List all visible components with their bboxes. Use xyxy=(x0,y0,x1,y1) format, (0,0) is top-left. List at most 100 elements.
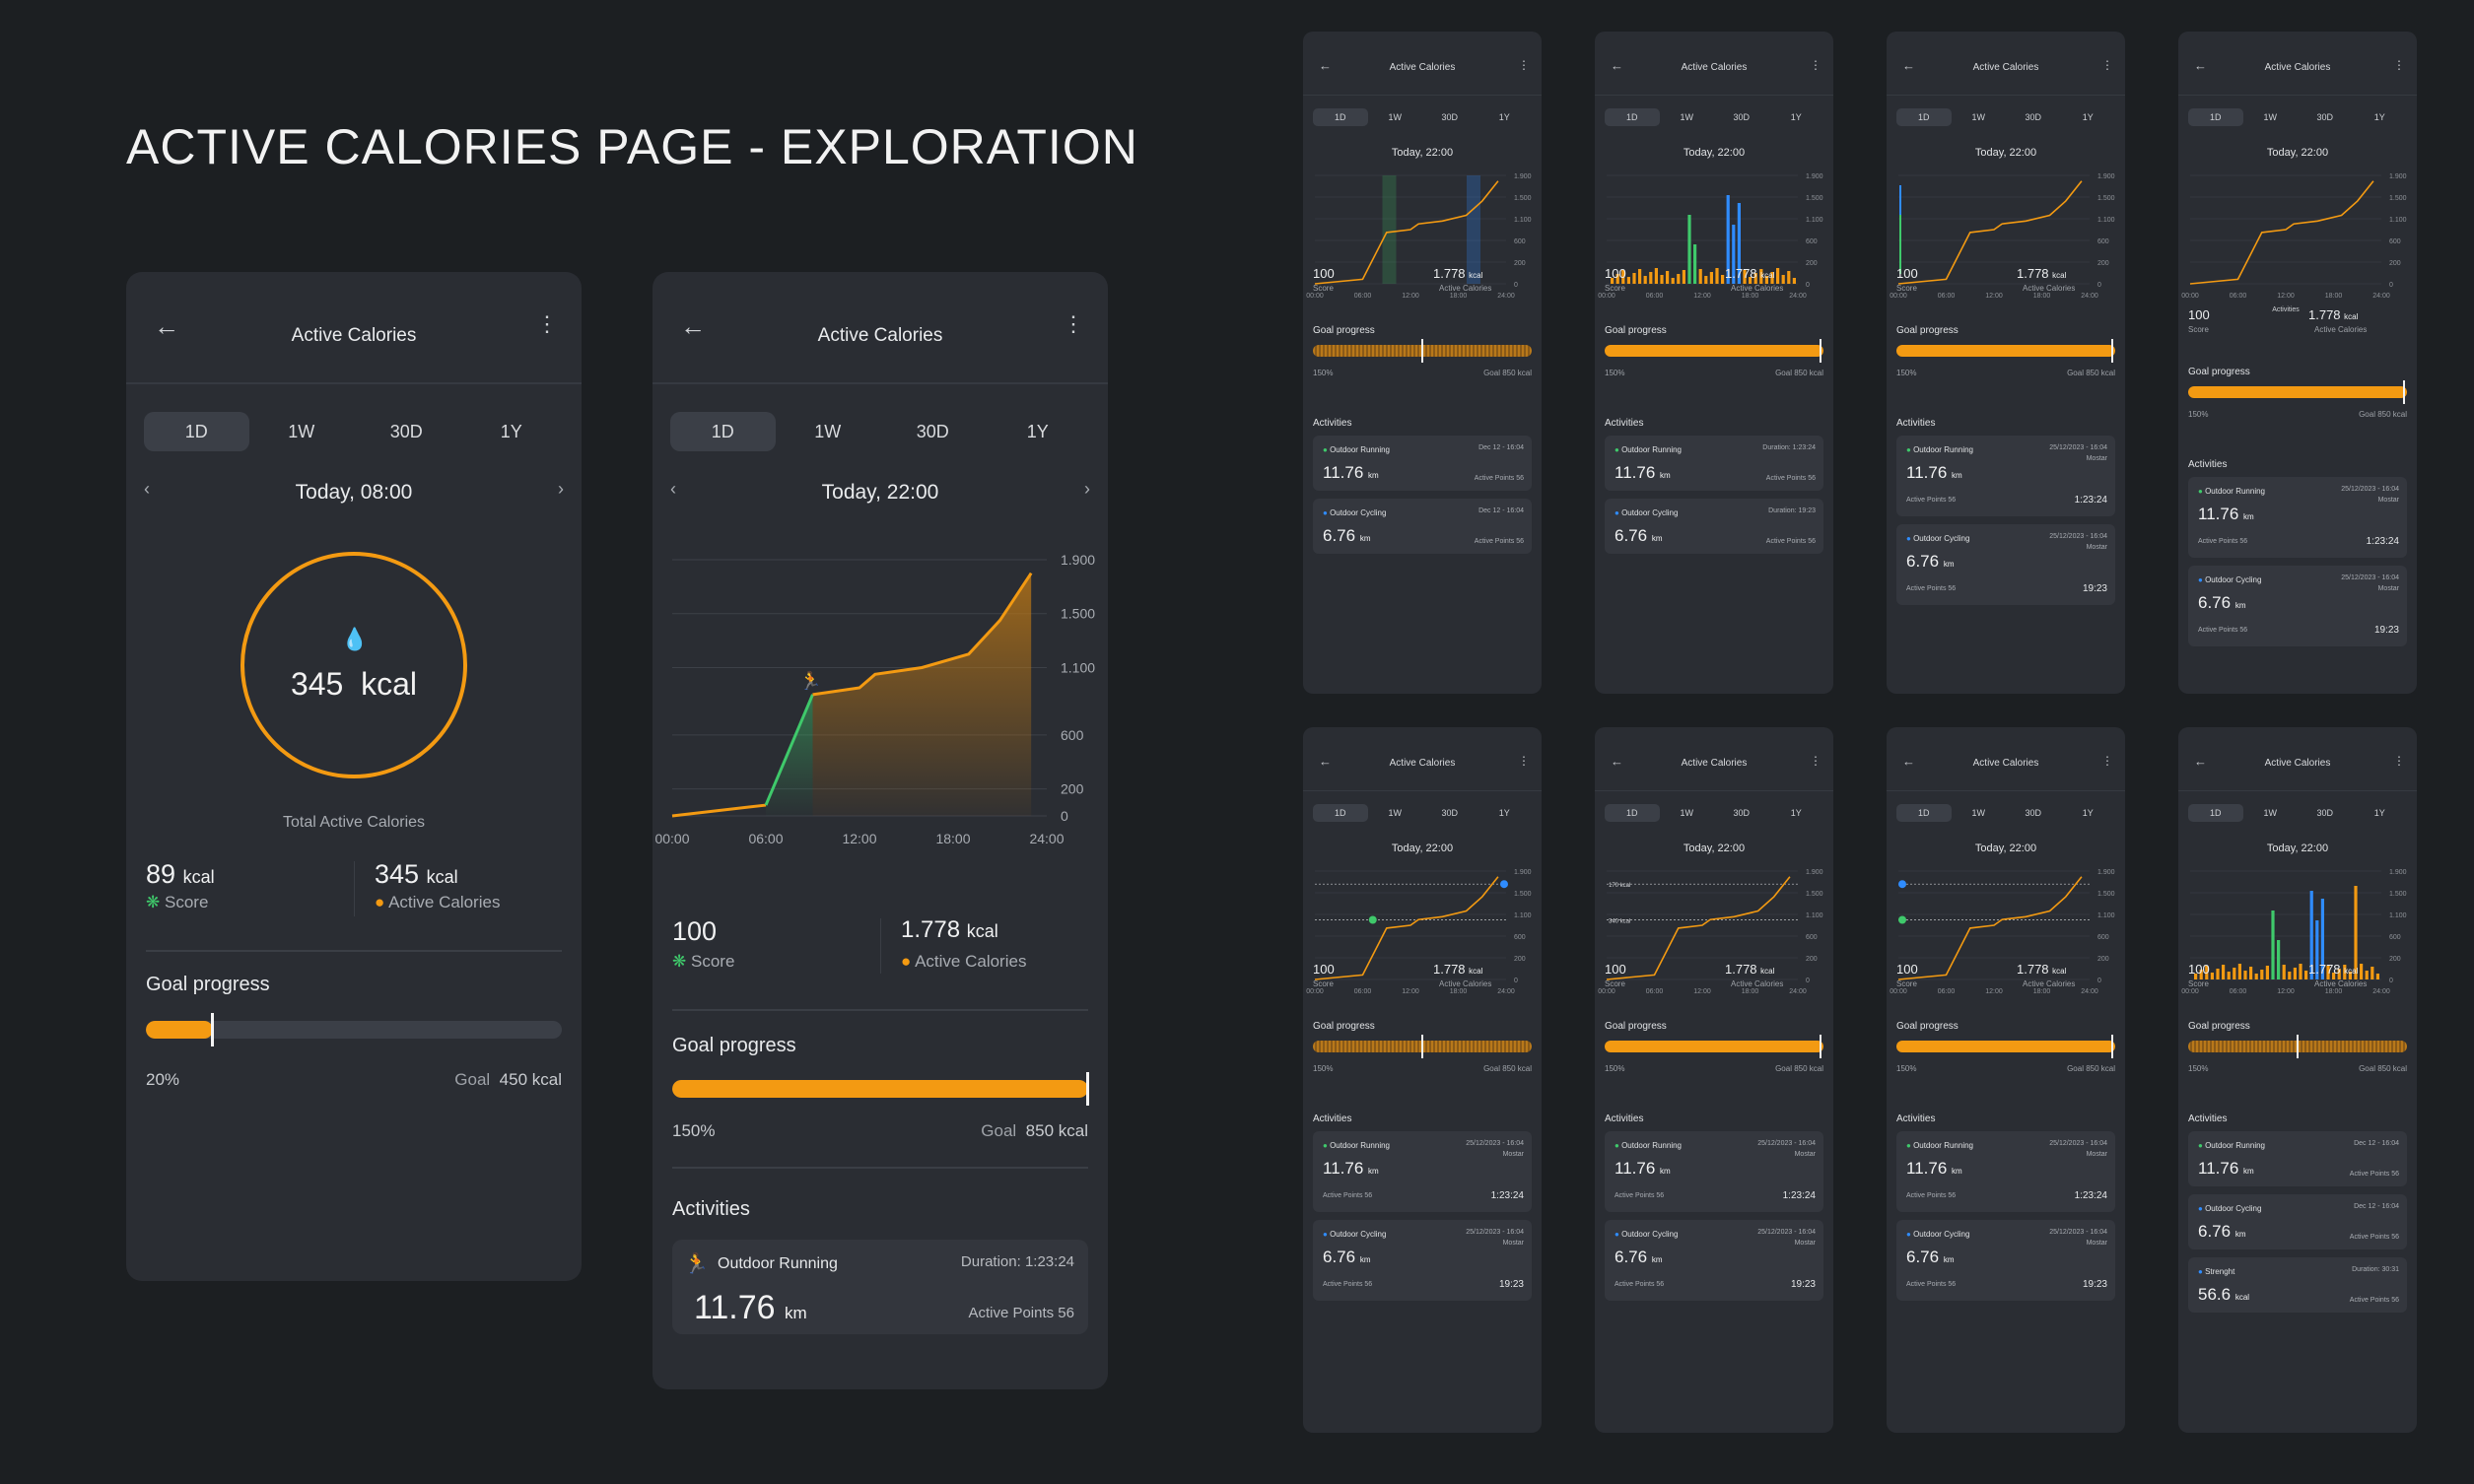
activity-card[interactable]: ● Outdoor Running 11.76 km Dec 12 - 16:04 A… xyxy=(1313,436,1532,491)
more-vertical-icon[interactable]: ⋮ xyxy=(2101,754,2113,768)
x-tick-label: 18:00 xyxy=(1450,988,1468,995)
tab-1d[interactable]: 1D xyxy=(1605,108,1660,126)
arrow-left-icon[interactable]: ← xyxy=(2194,754,2207,769)
activity-card[interactable]: ● Outdoor Cycling 6.76 km Duration: 19:23 A… xyxy=(1605,499,1823,554)
arrow-left-icon[interactable]: ← xyxy=(1611,754,1623,769)
arrow-left-icon[interactable]: ← xyxy=(680,311,706,341)
activity-card[interactable]: ● Outdoor Cycling 6.76 km Active Points 56… xyxy=(1605,1220,1823,1301)
active-value: 1.778 kcal xyxy=(1725,962,1775,977)
more-vertical-icon[interactable]: ⋮ xyxy=(536,311,558,336)
tab-30d[interactable]: 30D xyxy=(1441,112,1458,122)
activity-card[interactable]: ● Outdoor Running 11.76 km Dec 12 - 16:04 A… xyxy=(2188,1131,2407,1186)
tab-1w[interactable]: 1W xyxy=(814,422,842,441)
activity-card[interactable]: ● Outdoor Cycling 6.76 km Active Points 56… xyxy=(1313,1220,1532,1301)
tab-1w[interactable]: 1W xyxy=(2263,808,2278,818)
tab-1w[interactable]: 1W xyxy=(1971,808,1986,818)
more-vertical-icon[interactable]: ⋮ xyxy=(1063,311,1084,336)
x-tick-label: 00:00 xyxy=(654,831,689,846)
arrow-left-icon[interactable]: ← xyxy=(1902,58,1915,73)
tab-1d[interactable]: 1D xyxy=(1605,804,1660,822)
arrow-left-icon[interactable]: ← xyxy=(1611,58,1623,73)
activity-card[interactable]: ● Outdoor Running 11.76 km Active Points 5… xyxy=(1896,436,2115,516)
tab-1d[interactable]: 1D xyxy=(1896,108,1952,126)
tab-1y[interactable]: 1Y xyxy=(1790,808,1802,818)
tab-30d[interactable]: 30D xyxy=(2025,112,2041,122)
tab-30d[interactable]: 30D xyxy=(2025,808,2041,818)
tab-1w[interactable]: 1W xyxy=(1680,112,1694,122)
activity-card[interactable]: ● Outdoor Cycling 6.76 km Dec 12 - 16:04 Ac… xyxy=(2188,1194,2407,1249)
activity-card[interactable]: ● Outdoor Cycling 6.76 km Active Points 56… xyxy=(1896,1220,2115,1301)
bar xyxy=(1671,278,1675,284)
screen-title: Active Calories xyxy=(1681,62,1748,73)
tab-1y[interactable]: 1Y xyxy=(2082,808,2094,818)
x-tick-label: 12:00 xyxy=(1402,293,1419,300)
tab-1w[interactable]: 1W xyxy=(1388,112,1403,122)
x-tick-label: 12:00 xyxy=(2277,293,2295,300)
arrow-left-icon[interactable]: ← xyxy=(1319,754,1332,769)
tab-30d[interactable]: 30D xyxy=(2316,112,2333,122)
arrow-left-icon[interactable]: ← xyxy=(2194,58,2207,73)
y-tick-label: 0 xyxy=(2389,978,2393,984)
more-vertical-icon[interactable]: ⋮ xyxy=(1518,754,1530,768)
tab-1w[interactable]: 1W xyxy=(2263,112,2278,122)
tab-1d[interactable]: 1D xyxy=(1896,804,1952,822)
arrow-left-icon[interactable]: ← xyxy=(1902,754,1915,769)
tab-1y[interactable]: 1Y xyxy=(1498,112,1510,122)
activity-points: Active Points 56 xyxy=(1906,1192,1957,1199)
tab-1w[interactable]: 1W xyxy=(1680,808,1694,818)
activity-card[interactable]: ● Strenght 56.6 kcal Duration: 30:31 Active… xyxy=(2188,1257,2407,1313)
tab-1y[interactable]: 1Y xyxy=(1790,112,1802,122)
tab-1y[interactable]: 1Y xyxy=(500,422,522,441)
more-vertical-icon[interactable]: ⋮ xyxy=(1810,58,1821,72)
tab-1d[interactable]: 1D xyxy=(2188,804,2243,822)
activity-card[interactable]: 🏃 Outdoor Running Duration: 1:23:24 11.7… xyxy=(672,1240,1088,1334)
tab-1d[interactable]: 1D xyxy=(670,412,776,451)
more-vertical-icon[interactable]: ⋮ xyxy=(1518,58,1530,72)
activity-card[interactable]: ● Outdoor Cycling 6.76 km Active Points 56… xyxy=(2188,566,2407,646)
activity-card[interactable]: ● Outdoor Running 11.76 km Active Points 5… xyxy=(1896,1131,2115,1212)
tab-30d[interactable]: 30D xyxy=(389,422,423,441)
chevron-right-icon[interactable]: › xyxy=(1084,479,1090,499)
activities-title: Activities xyxy=(1605,1113,1644,1124)
more-vertical-icon[interactable]: ⋮ xyxy=(2393,754,2405,768)
tab-1w[interactable]: 1W xyxy=(1388,808,1403,818)
tab-30d[interactable]: 30D xyxy=(2316,808,2333,818)
arrow-left-icon[interactable]: ← xyxy=(154,311,179,341)
more-vertical-icon[interactable]: ⋮ xyxy=(2101,58,2113,72)
goal-title: Goal progress xyxy=(2188,1021,2250,1032)
tab-1w[interactable]: 1W xyxy=(1971,112,1986,122)
tab-1y[interactable]: 1Y xyxy=(2373,808,2385,818)
tab-30d[interactable]: 30D xyxy=(916,422,949,441)
activity-card[interactable]: ● Outdoor Running 11.76 km Active Points 5… xyxy=(2188,477,2407,558)
chevron-right-icon[interactable]: › xyxy=(558,479,564,499)
tab-1y[interactable]: 1Y xyxy=(1026,422,1049,441)
chevron-left-icon[interactable]: ‹ xyxy=(670,479,676,499)
tab-1y[interactable]: 1Y xyxy=(2373,112,2385,122)
tab-1w[interactable]: 1W xyxy=(288,422,315,441)
tab-1d[interactable]: 1D xyxy=(2188,108,2243,126)
more-vertical-icon[interactable]: ⋮ xyxy=(1810,754,1821,768)
activity-card[interactable]: ● Outdoor Running 11.76 km Active Points 5… xyxy=(1313,1131,1532,1212)
activity-card[interactable]: ● Outdoor Running 11.76 km Active Points 5… xyxy=(1605,1131,1823,1212)
active-label: Active Calories xyxy=(1731,284,1784,293)
activity-card[interactable]: ● Outdoor Running 11.76 km Duration: 1:23:… xyxy=(1605,436,1823,491)
activity-card[interactable]: ● Outdoor Cycling 6.76 km Dec 12 - 16:04 Ac… xyxy=(1313,499,1532,554)
more-vertical-icon[interactable]: ⋮ xyxy=(2393,58,2405,72)
tab-1y[interactable]: 1Y xyxy=(1498,808,1510,818)
bar xyxy=(2360,964,2364,979)
tab-30d[interactable]: 30D xyxy=(1733,112,1750,122)
tab-1d[interactable]: 1D xyxy=(1313,108,1368,126)
activity-points: Active Points 56 xyxy=(1765,538,1816,545)
tab-30d[interactable]: 30D xyxy=(1441,808,1458,818)
arrow-left-icon[interactable]: ← xyxy=(1319,58,1332,73)
tab-1d[interactable]: 1D xyxy=(1313,804,1368,822)
x-tick-label: 24:00 xyxy=(2372,988,2390,995)
y-tick-label: 1.900 xyxy=(1514,869,1532,876)
chevron-left-icon[interactable]: ‹ xyxy=(144,479,150,499)
activity-card[interactable]: ● Outdoor Cycling 6.76 km Active Points 56… xyxy=(1896,524,2115,605)
tab-1y[interactable]: 1Y xyxy=(2082,112,2094,122)
tab-1d[interactable]: 1D xyxy=(144,412,249,451)
activity-date: Dec 12 - 16:04 xyxy=(2354,1203,2399,1210)
score-label: Score xyxy=(1896,284,1917,293)
tab-30d[interactable]: 30D xyxy=(1733,808,1750,818)
